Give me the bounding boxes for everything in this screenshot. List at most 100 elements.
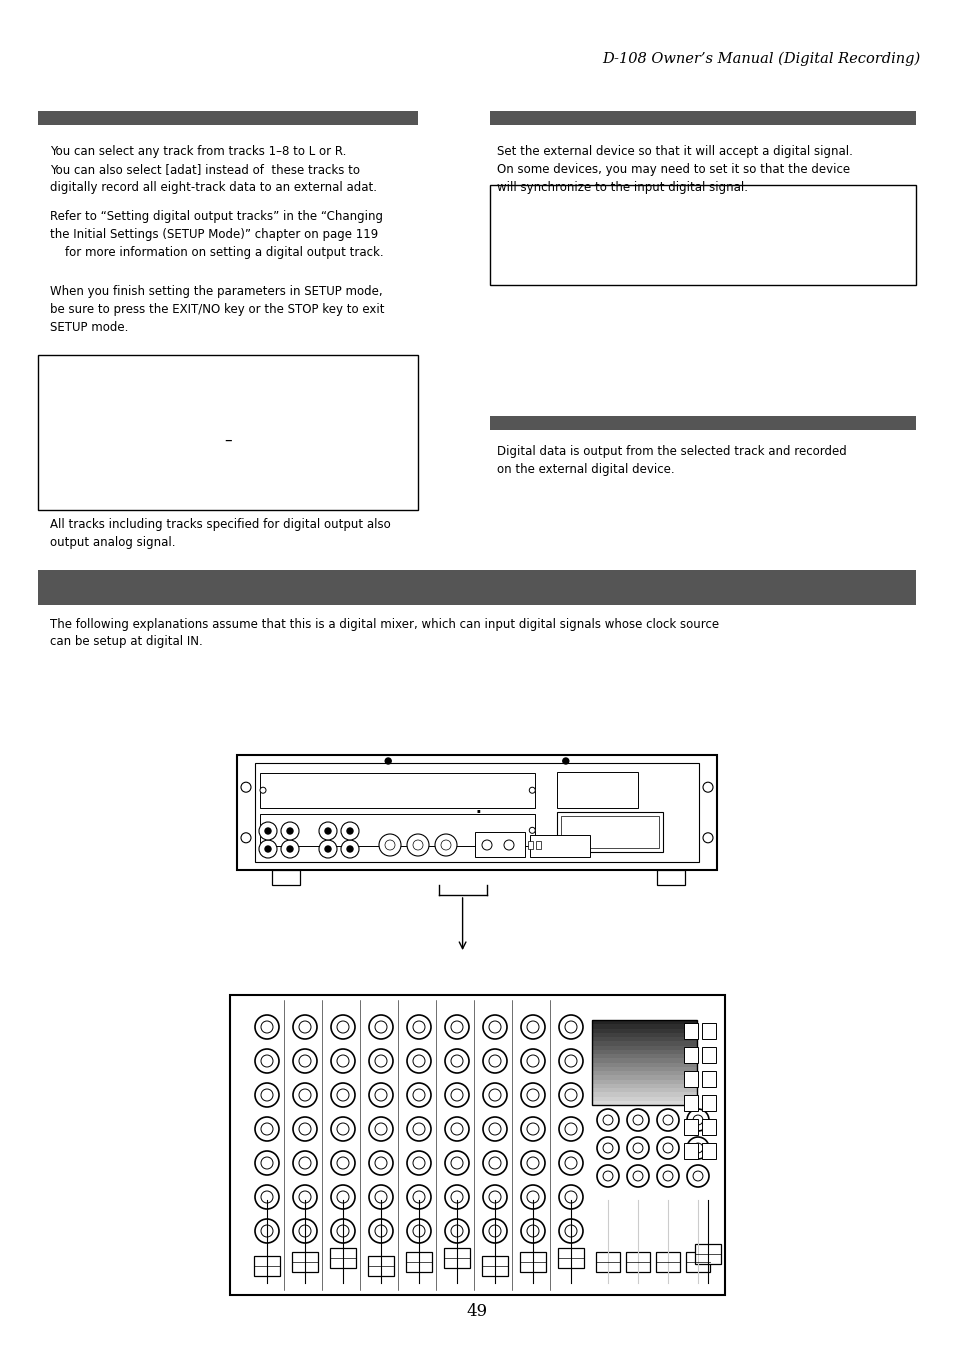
Circle shape [558, 1185, 582, 1209]
Circle shape [692, 1171, 702, 1181]
Circle shape [369, 1084, 393, 1106]
Bar [592, 1028, 697, 1032]
Circle shape [375, 1021, 387, 1034]
Circle shape [626, 1165, 648, 1188]
Circle shape [325, 846, 331, 852]
Bar [592, 1046, 697, 1050]
Circle shape [413, 1225, 424, 1238]
Bar [592, 1079, 697, 1084]
Circle shape [481, 840, 492, 850]
Circle shape [633, 1115, 642, 1125]
Circle shape [489, 1021, 500, 1034]
Circle shape [407, 1084, 431, 1106]
Circle shape [489, 1123, 500, 1135]
Circle shape [564, 1021, 577, 1034]
Text: You can select any track from tracks 1–8 to L or R.
You can also select [adat] i: You can select any track from tracks 1–8… [50, 145, 376, 195]
Circle shape [520, 1015, 544, 1039]
Bar [536, 842, 540, 848]
Circle shape [526, 1021, 538, 1034]
Circle shape [261, 1192, 273, 1202]
Circle shape [482, 1117, 506, 1142]
Bar [330, 1248, 355, 1269]
Bar [657, 870, 684, 885]
Circle shape [489, 1055, 500, 1067]
Circle shape [265, 828, 271, 834]
Bar [685, 1252, 709, 1273]
Text: ▪: ▪ [476, 808, 479, 813]
Circle shape [241, 782, 251, 792]
Circle shape [298, 1225, 311, 1238]
Circle shape [444, 1084, 469, 1106]
Circle shape [482, 1185, 506, 1209]
Circle shape [558, 1219, 582, 1243]
Circle shape [293, 1084, 316, 1106]
Circle shape [375, 1055, 387, 1067]
Circle shape [413, 1192, 424, 1202]
Circle shape [260, 827, 266, 834]
Circle shape [331, 1015, 355, 1039]
Circle shape [413, 1123, 424, 1135]
Circle shape [369, 1015, 393, 1039]
Bar [592, 1075, 697, 1079]
Bar [683, 1096, 698, 1111]
Bar [701, 1119, 716, 1135]
Circle shape [564, 1156, 577, 1169]
Bar [292, 1252, 317, 1273]
Circle shape [626, 1138, 648, 1159]
Circle shape [331, 1151, 355, 1175]
Bar [481, 1256, 507, 1277]
Circle shape [633, 1171, 642, 1181]
Circle shape [375, 1089, 387, 1101]
Circle shape [520, 1185, 544, 1209]
Bar [701, 1023, 716, 1039]
Circle shape [336, 1225, 349, 1238]
Circle shape [261, 1055, 273, 1067]
Circle shape [482, 1219, 506, 1243]
Circle shape [529, 827, 535, 834]
Bar [592, 1062, 697, 1067]
Bar [592, 1097, 697, 1101]
Circle shape [318, 821, 336, 840]
Circle shape [482, 1084, 506, 1106]
Bar [519, 1252, 545, 1273]
Bar [592, 1038, 697, 1042]
Text: Set the external device so that it will accept a digital signal.
On some devices: Set the external device so that it will … [497, 145, 852, 195]
Bar [683, 1047, 698, 1063]
Circle shape [520, 1117, 544, 1142]
Circle shape [375, 1123, 387, 1135]
Bar [695, 1244, 720, 1265]
Circle shape [489, 1192, 500, 1202]
Bar [592, 1050, 697, 1054]
Circle shape [336, 1156, 349, 1169]
Circle shape [331, 1117, 355, 1142]
Circle shape [526, 1225, 538, 1238]
Circle shape [298, 1021, 311, 1034]
Bar [592, 1084, 697, 1088]
Bar [260, 773, 535, 808]
Circle shape [369, 1048, 393, 1073]
Circle shape [331, 1084, 355, 1106]
Circle shape [444, 1015, 469, 1039]
Circle shape [520, 1219, 544, 1243]
Bar [592, 1088, 697, 1092]
Circle shape [385, 840, 395, 850]
Bar [656, 1252, 679, 1273]
Circle shape [526, 1192, 538, 1202]
Text: Digital data is output from the selected track and recorded
on the external digi: Digital data is output from the selected… [497, 444, 846, 476]
Bar [558, 1248, 583, 1269]
Circle shape [702, 832, 712, 843]
Circle shape [293, 1219, 316, 1243]
Bar [443, 1248, 470, 1269]
Circle shape [413, 840, 422, 850]
Bar [557, 773, 637, 808]
Circle shape [558, 1151, 582, 1175]
Bar [272, 870, 299, 885]
Circle shape [254, 1185, 278, 1209]
Bar [490, 185, 915, 285]
Circle shape [451, 1021, 462, 1034]
Bar [490, 111, 915, 126]
Circle shape [451, 1192, 462, 1202]
Bar [701, 1096, 716, 1111]
Text: Refer to “Setting digital output tracks” in the “Changing
the Initial Settings (: Refer to “Setting digital output tracks”… [50, 209, 383, 259]
Circle shape [287, 846, 293, 852]
